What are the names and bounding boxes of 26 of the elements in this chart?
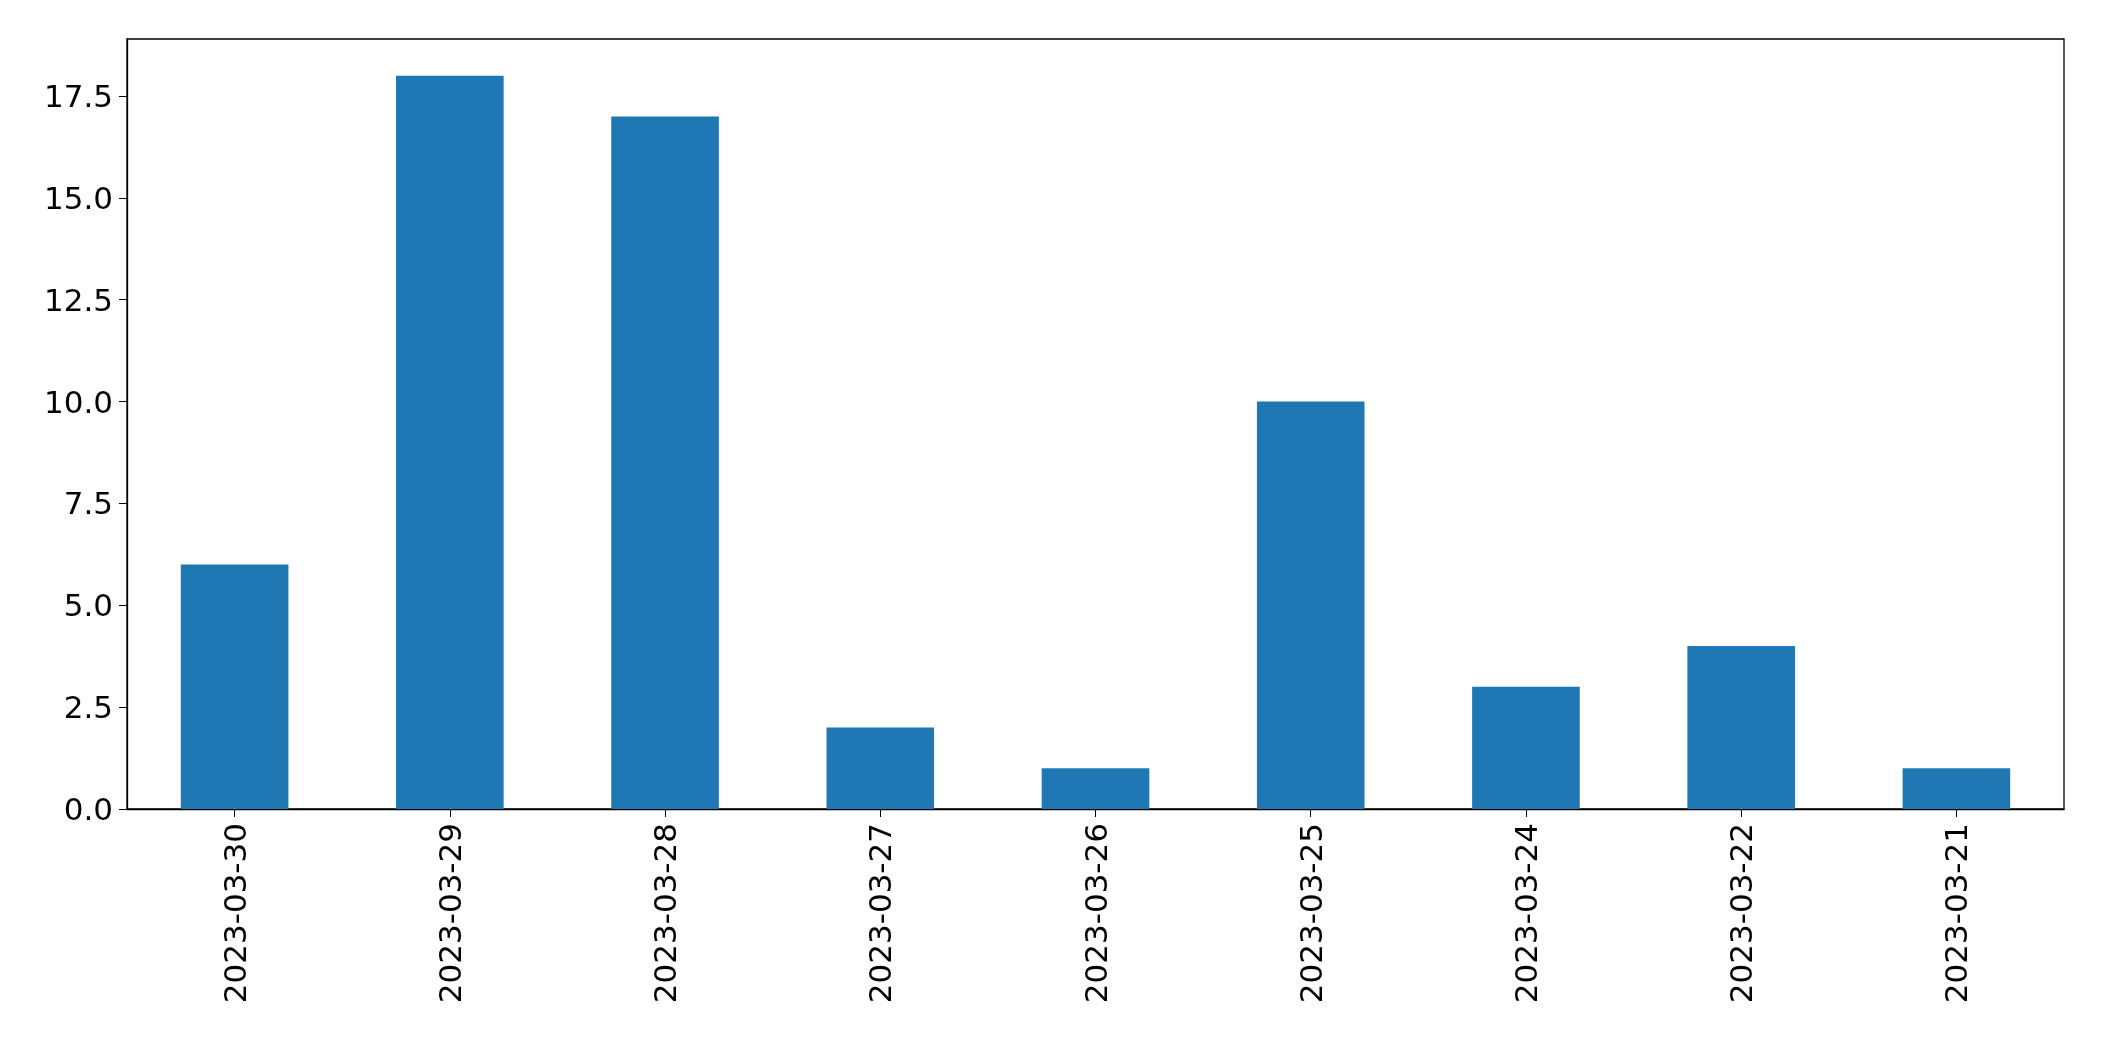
y-tick-label: 10.0	[43, 383, 113, 420]
x-tick-label: 2023-03-27	[862, 823, 899, 1004]
bar	[396, 75, 504, 809]
y-tick-label: 15.0	[43, 179, 113, 216]
bar	[1041, 768, 1150, 809]
bar	[826, 727, 935, 809]
y-tick-label: 7.5	[63, 485, 113, 522]
x-tick-label: 2023-03-24	[1507, 823, 1544, 1004]
x-tick-label: 2023-03-26	[1077, 823, 1114, 1004]
y-tick-label: 12.5	[43, 281, 113, 318]
y-tick-label: 2.5	[63, 689, 113, 726]
y-tick-label: 0.0	[63, 791, 113, 827]
bar	[1687, 646, 1795, 809]
x-tick-label: 2023-03-28	[647, 823, 684, 1004]
bar	[180, 564, 289, 809]
bar	[1472, 686, 1580, 809]
x-tick-label: 2023-03-21	[1938, 823, 1975, 1004]
bar	[1256, 401, 1365, 809]
bar	[611, 116, 719, 809]
x-tick-label: 2023-03-30	[216, 823, 253, 1004]
bar	[1902, 768, 2011, 809]
x-tick-label: 2023-03-25	[1292, 823, 1329, 1004]
y-tick-label: 17.5	[43, 78, 113, 115]
x-tick-label: 2023-03-29	[431, 823, 468, 1004]
x-tick-label: 2023-03-22	[1723, 823, 1760, 1004]
y-tick-label: 5.0	[63, 587, 113, 624]
